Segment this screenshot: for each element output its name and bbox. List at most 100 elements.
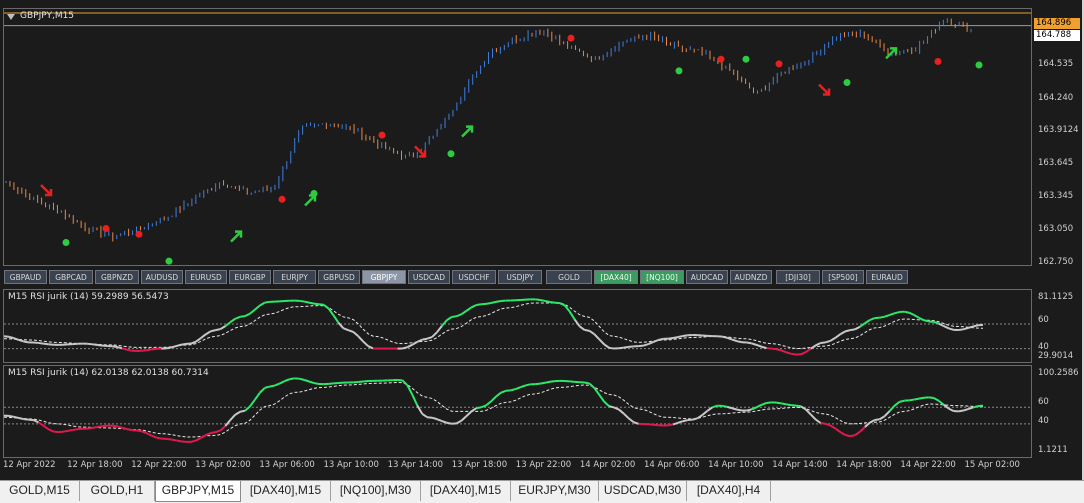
- rsi-main-segment: [289, 377, 295, 381]
- rsi-main-segment: [485, 301, 492, 305]
- sell-signal-dot: [278, 195, 286, 203]
- symbol-button-dji30[interactable]: [DJI30]: [776, 270, 820, 284]
- rsi-main-segment: [42, 424, 49, 430]
- symbol-button-audusd[interactable]: AUDUSD: [141, 270, 183, 284]
- rsi-main-segment: [800, 405, 807, 411]
- rsi-main-segment: [87, 426, 93, 430]
- rsi-main-segment: [761, 345, 767, 350]
- rsi-main-segment: [176, 439, 182, 443]
- rsi-main-segment: [411, 394, 419, 406]
- symbol-button-euraud[interactable]: EURAUD: [866, 270, 908, 284]
- rsi-main-segment: [298, 377, 305, 381]
- collapse-triangle-icon[interactable]: [7, 13, 15, 21]
- rsi-main-segment: [731, 338, 738, 343]
- rsi-main-segment: [97, 425, 103, 428]
- chart-tab[interactable]: USDCAD,M30: [599, 481, 687, 501]
- chart-tab[interactable]: GBPJPY,M15: [155, 481, 241, 502]
- rsi-main-segment: [274, 382, 280, 387]
- rsi-main-segment: [889, 312, 895, 317]
- chart-tab[interactable]: GOLD,H1: [80, 481, 155, 501]
- price-axis: 164.896 164.788 164.535 164.240 163.9124…: [1032, 8, 1082, 267]
- chart-tab[interactable]: [NQ100],M30: [331, 481, 421, 501]
- rsi-main-segment: [731, 407, 738, 411]
- rsi-main-segment: [549, 301, 556, 304]
- rsi-main-segment: [367, 345, 374, 350]
- symbol-button-gbpaud[interactable]: GBPAUD: [4, 270, 47, 284]
- rsi-main-segment: [859, 426, 866, 433]
- time-axis: 12 Apr 2022 12 Apr 18:00 12 Apr 22:00 13 Ap…: [0, 458, 1032, 478]
- price-label: 163.050: [1038, 224, 1074, 234]
- rsi-main-segment: [180, 440, 187, 443]
- sell-signal-dot: [717, 55, 725, 63]
- rsi-main-segment: [967, 325, 974, 329]
- symbol-button-usdcad[interactable]: USDCAD: [408, 270, 450, 284]
- rsi-main-segment: [4, 335, 10, 338]
- rsi-main-segment: [613, 406, 620, 411]
- rsi-main-segment: [116, 346, 123, 350]
- rsi-main-segment: [879, 415, 886, 421]
- symbol-button-gbpjpy[interactable]: GBPJPY: [362, 270, 406, 284]
- time-label: 13 Apr 14:00: [387, 460, 444, 470]
- rsi-main-segment: [544, 299, 551, 303]
- symbol-button-audcad[interactable]: AUDCAD: [686, 270, 728, 284]
- symbol-button-nq100[interactable]: [NQ100]: [640, 270, 684, 284]
- bid-price-tag: 164.788: [1034, 30, 1080, 41]
- rsi-main-segment: [972, 324, 979, 328]
- chart-tab[interactable]: [DAX40],M15: [421, 481, 511, 501]
- rsi-main-segment: [820, 422, 826, 425]
- rsi-main-segment: [234, 315, 241, 320]
- rsi-main-segment: [677, 420, 684, 424]
- rsi-main-segment: [805, 408, 812, 416]
- rsi-main-segment: [470, 304, 477, 309]
- rsi-main-segment: [933, 320, 940, 325]
- rsi-main-segment: [460, 310, 468, 316]
- symbol-button-dax40[interactable]: [DAX40]: [594, 270, 638, 284]
- rsi-main-segment: [303, 378, 310, 383]
- rsi-main-segment: [234, 410, 241, 416]
- rsi-main-segment: [210, 329, 216, 333]
- chart-tab[interactable]: [DAX40],M15: [241, 481, 331, 501]
- rsi-main-segment: [490, 395, 497, 403]
- symbol-button-eurgbp[interactable]: EURGBP: [229, 270, 271, 284]
- symbol-button-eurjpy[interactable]: EURJPY: [273, 270, 316, 284]
- rsi-main-segment: [820, 341, 826, 344]
- rsi-main-segment: [264, 300, 270, 304]
- rsi-main-segment: [166, 437, 172, 441]
- rsi-2-chart-svg: [4, 377, 1031, 443]
- rsi-main-segment: [327, 308, 335, 317]
- price-pane[interactable]: GBPJPY,M15: [3, 8, 1032, 266]
- symbol-button-usdjpy[interactable]: USDJPY: [498, 270, 542, 284]
- rsi-main-segment: [938, 399, 945, 406]
- rsi-main-segment: [913, 397, 920, 401]
- symbol-button-gbpcad[interactable]: GBPCAD: [49, 270, 93, 284]
- rsi-main-segment: [254, 304, 261, 311]
- rsi-pane-2[interactable]: M15 RSI jurik (14) 62.0138 62.0138 60.73…: [3, 365, 1032, 458]
- rsi-main-segment: [854, 430, 861, 436]
- rsi-main-segment: [239, 409, 246, 413]
- symbol-button-gbpusd[interactable]: GBPUSD: [318, 270, 360, 284]
- symbol-button-usdchf[interactable]: USDCHF: [452, 270, 496, 284]
- rsi-main-segment: [37, 421, 44, 427]
- rsi-main-segment: [456, 419, 463, 425]
- rsi-main-segment: [112, 424, 118, 428]
- rsi-main-segment: [460, 415, 468, 422]
- chart-tab[interactable]: [DAX40],H4: [687, 481, 771, 501]
- chart-tab[interactable]: GOLD,M15: [0, 481, 80, 501]
- rsi-main-segment: [883, 410, 891, 417]
- symbol-button-sp500[interactable]: [SP500]: [822, 270, 864, 284]
- sell-signal-dot: [775, 60, 783, 68]
- rsi-main-segment: [677, 335, 684, 339]
- rsi-main-segment: [559, 302, 566, 307]
- rsi-main-segment: [761, 402, 767, 406]
- symbol-button-audnzd[interactable]: AUDNZD: [730, 270, 772, 284]
- rsi-main-segment: [421, 337, 428, 341]
- rsi-main-segment: [800, 351, 807, 356]
- chart-tab[interactable]: EURJPY,M30: [511, 481, 599, 501]
- symbol-button-eurusd[interactable]: EURUSD: [185, 270, 227, 284]
- time-label: 14 Apr 18:00: [836, 460, 892, 470]
- rsi-main-segment: [588, 330, 595, 336]
- symbol-button-gbpnzd[interactable]: GBPNZD: [95, 270, 139, 284]
- rsi-main-segment: [584, 328, 590, 332]
- symbol-button-gold[interactable]: GOLD: [546, 270, 592, 284]
- rsi-pane-1[interactable]: M15 RSI jurik (14) 59.2989 56.5473: [3, 289, 1032, 363]
